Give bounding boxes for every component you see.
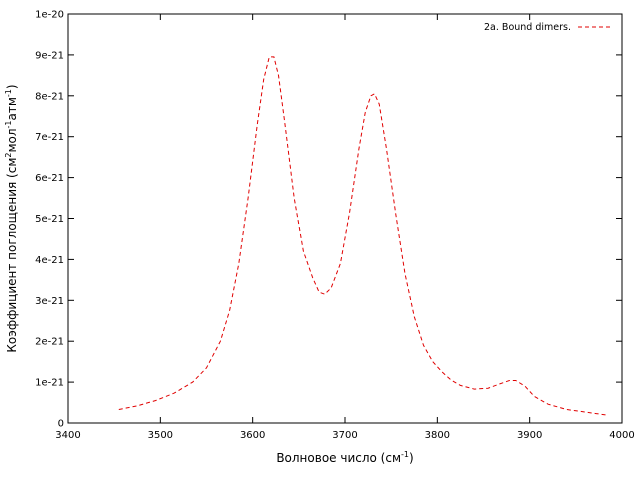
- x-tick-label: 3600: [240, 430, 265, 441]
- y-tick-label: 5e-21: [35, 214, 64, 225]
- x-tick-label: 4000: [609, 430, 634, 441]
- x-tick-label: 3900: [517, 430, 542, 441]
- y-axis-label-sup: -1: [4, 120, 13, 128]
- x-axis-label: Волновое число (см-1): [276, 450, 413, 465]
- y-axis-label-text: ): [5, 84, 19, 89]
- y-tick-label: 7e-21: [35, 132, 64, 143]
- y-tick-label: 1e-21: [35, 378, 64, 389]
- x-axis-label-sup: -1: [401, 450, 409, 459]
- y-axis-label-text: мол: [5, 128, 19, 152]
- y-tick-label: 0: [58, 419, 64, 430]
- x-tick-label: 3700: [332, 430, 357, 441]
- y-tick-label: 6e-21: [35, 173, 64, 184]
- y-axis-label-text: атм: [5, 97, 19, 120]
- y-tick-label: 2e-21: [35, 337, 64, 348]
- plot-frame: [67, 13, 623, 424]
- y-tick-label: 4e-21: [35, 255, 64, 266]
- y-tick-label: 1e-20: [35, 10, 64, 21]
- y-axis-label-text: Коэффициент поглощения (см: [5, 158, 19, 353]
- series-line: [118, 56, 609, 416]
- y-tick-label: 9e-21: [35, 50, 64, 61]
- y-axis-label-sup: -1: [4, 89, 13, 97]
- x-tick-label: 3400: [55, 430, 80, 441]
- y-tick-label: 3e-21: [35, 296, 64, 307]
- y-tick-label: 8e-21: [35, 91, 64, 102]
- axis-ticks: 3400 3500 3600 3700 3800 3900 4000 0 1e-21 2e-21 3…: [35, 10, 635, 442]
- legend: 2a. Bound dimers.: [484, 22, 611, 33]
- y-axis-label-sup: 2: [4, 153, 13, 158]
- x-tick-label: 3500: [148, 430, 173, 441]
- y-axis-label: Коэффициент поглощения (см2мол-1атм-1): [4, 84, 19, 352]
- x-axis-label-text: Волновое число (см: [276, 451, 401, 465]
- x-tick-label: 3800: [425, 430, 450, 441]
- series-layer: [118, 56, 609, 416]
- x-axis-label-tail: ): [409, 451, 414, 465]
- legend-label: 2a. Bound dimers.: [484, 22, 571, 33]
